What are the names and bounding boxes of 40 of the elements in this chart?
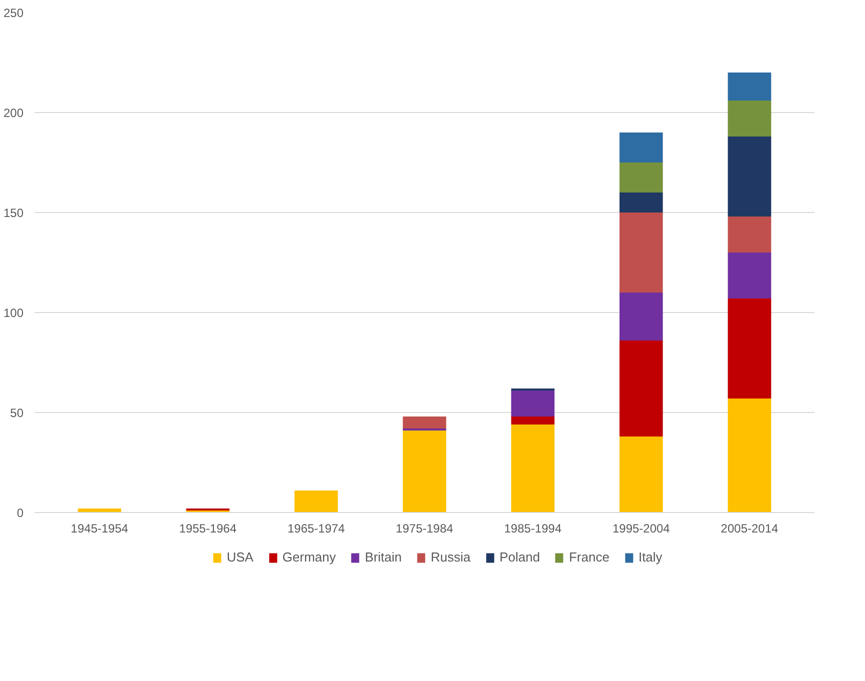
bar	[620, 212, 663, 292]
x-tick-label: 1985-1994	[504, 522, 562, 536]
bar	[620, 132, 663, 162]
y-tick-label: 100	[3, 306, 24, 320]
y-tick-label: 50	[10, 406, 24, 420]
bar	[728, 252, 772, 298]
bar	[728, 136, 772, 216]
y-tick-label: 150	[3, 206, 24, 220]
legend-label: Poland	[500, 550, 540, 564]
bar	[620, 192, 663, 212]
bar	[511, 416, 554, 424]
x-tick-label: 1945-1954	[70, 522, 129, 536]
bar	[620, 436, 663, 512]
bar	[620, 340, 663, 436]
x-tick-label: 1955-1964	[179, 522, 237, 536]
bar	[511, 390, 554, 416]
legend-label: Britain	[364, 550, 402, 564]
bar	[728, 298, 772, 398]
bar	[294, 490, 338, 512]
legend-label: Italy	[638, 550, 662, 564]
legend-label: Russia	[430, 550, 471, 564]
legend-label: France	[568, 550, 610, 564]
x-tick-label: 2005-2014	[720, 522, 779, 536]
y-tick-label: 200	[3, 106, 24, 120]
bar	[728, 216, 772, 252]
legend-label: Germany	[282, 550, 336, 564]
bar	[728, 72, 772, 100]
bar	[728, 100, 772, 136]
legend-label: USA	[226, 550, 254, 564]
bar	[728, 398, 772, 512]
y-tick-label: 0	[16, 506, 24, 520]
bar	[402, 430, 446, 512]
bar	[620, 292, 663, 340]
x-tick-label: 1995-2004	[612, 522, 670, 536]
y-tick-label: 250	[3, 6, 24, 20]
x-tick-label: 1965-1974	[287, 522, 346, 536]
bar	[511, 424, 554, 512]
x-tick-label: 1975-1984	[396, 522, 454, 536]
bar	[402, 416, 446, 428]
bar	[620, 162, 663, 192]
